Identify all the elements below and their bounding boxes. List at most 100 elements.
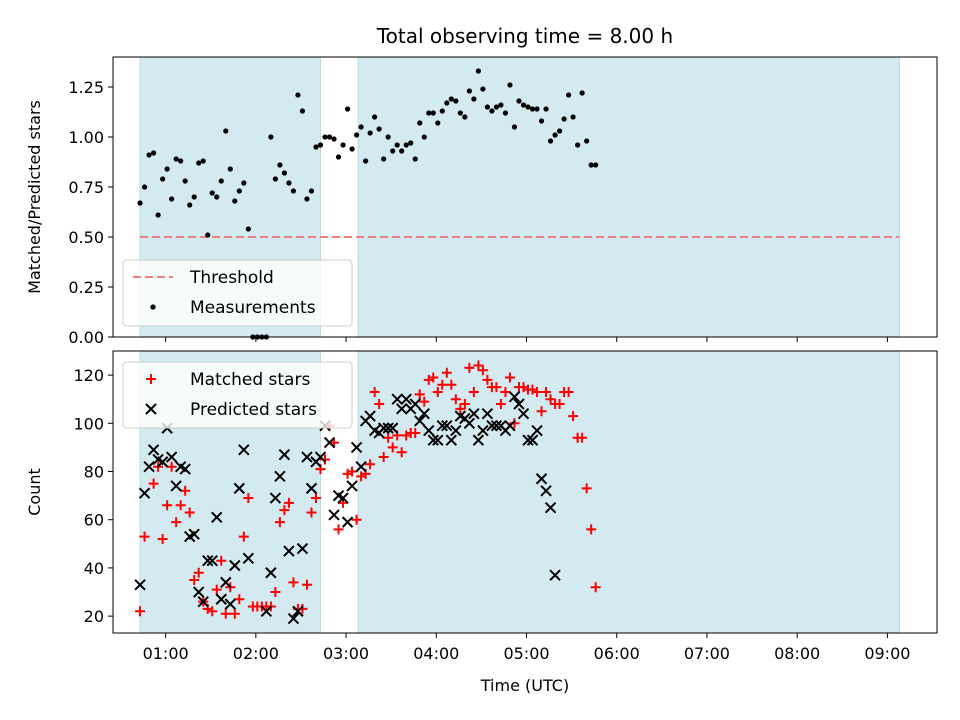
measurements-point [435,120,441,126]
predicted-stars-point [206,554,218,567]
legend-box [122,361,353,429]
predicted-stars-point [549,569,561,581]
measurements-point [575,142,581,148]
predicted-stars-point [215,593,227,605]
predicted-stars-point [156,456,169,468]
x-tick-label: 05:00 [503,644,549,663]
measurements-point [525,104,531,110]
predicted-stars-point [233,482,246,495]
predicted-stars-point [400,393,412,405]
predicted-stars-point [414,415,426,427]
measurements-point [376,126,382,132]
matched-stars-point [455,403,466,414]
predicted-stars-point [341,516,354,528]
matched-stars-point [459,399,470,410]
matched-stars-point [450,394,461,405]
predicted-stars-point [350,441,363,454]
matched-stars-point [586,524,597,535]
matched-stars-point [536,406,547,417]
matched-stars-point [387,442,398,453]
measurements-point [547,138,554,144]
matched-stars-point [180,485,191,496]
legend-measurements-swatch [150,304,156,310]
predicted-stars-point [526,434,539,446]
measurements-point [484,104,491,110]
measurements-point [448,96,454,102]
matched-stars-point [220,608,231,619]
measurements-point [444,100,450,106]
predicted-stars-point [328,509,340,521]
measurements-point [137,200,143,206]
y-axis-label: Matched/Predicted stars [25,100,44,294]
measurements-point [331,136,337,142]
matched-stars-point [310,493,321,504]
measurements-point [561,116,567,122]
predicted-stars-point [346,480,358,492]
matched-stars-point [590,582,601,593]
measurements-point [196,160,202,166]
predicted-stars-point [508,391,521,403]
measurements-point [326,134,333,140]
matched-stars-point [419,396,430,407]
measurements-point [232,198,238,204]
measurements-point [493,104,500,110]
predicted-stars-point [531,424,543,437]
predicted-stars-point [504,420,516,432]
predicted-stars-point [193,586,205,598]
predicted-stars-point [517,407,530,420]
measurements-point [241,180,247,186]
measurements-point [403,142,409,148]
measurements-point [579,90,585,96]
matched-stars-point [568,411,579,422]
matched-stars-point [383,432,394,443]
measurements-point [421,134,427,140]
matched-stars-point [504,372,515,383]
predicted-stars-point [436,420,449,432]
predicted-stars-point [283,545,295,557]
x-tick-label: 06:00 [594,644,640,663]
legend-predicted-label: Predicted stars [190,400,317,420]
predicted-stars-point [292,605,304,618]
axes-frame [112,350,938,634]
predicted-stars-point [224,598,236,610]
predicted-stars-point [138,487,151,499]
matched-stars-point [162,500,173,511]
predicted-stars-point [301,451,313,463]
matched-stars-point [396,447,407,458]
matched-stars-point [270,587,281,598]
measurements-point [372,114,378,120]
y-axis-label: Count [25,468,44,516]
legend-measurements-label: Measurements [190,298,316,318]
matched-stars-point [432,386,443,397]
measurements-point [286,180,292,186]
matched-stars-point [333,524,344,535]
axes-frame [112,56,938,338]
legend: Threshold Measurements [122,259,353,327]
predicted-stars-point [472,434,485,446]
matched-stars-point [207,606,218,617]
measurements-point [457,110,463,116]
measurements-point [390,148,396,154]
measurements-point [173,156,179,162]
predicted-stars-point [409,398,421,410]
measurements-point [529,106,536,112]
predicted-stars-point [522,434,534,446]
matched-stars-point [477,365,488,376]
matched-stars-point [545,394,556,405]
x-tick-label: 04:00 [413,644,459,663]
measurements-point [385,134,391,140]
y-tick-label: 20 [84,607,104,626]
measurements-point [480,86,486,92]
measurements-point [381,156,387,162]
matched-stars-point [139,531,150,542]
x-tick-label: 09:00 [864,644,910,663]
matched-stars-point [243,493,254,504]
predicted-stars-point [544,501,557,514]
matched-stars-point [491,382,502,393]
measurements-point [439,108,445,114]
measurements-point [299,108,306,114]
measurements-point [236,188,242,194]
predicted-stars-point [490,420,503,432]
measurements-point [552,132,558,138]
